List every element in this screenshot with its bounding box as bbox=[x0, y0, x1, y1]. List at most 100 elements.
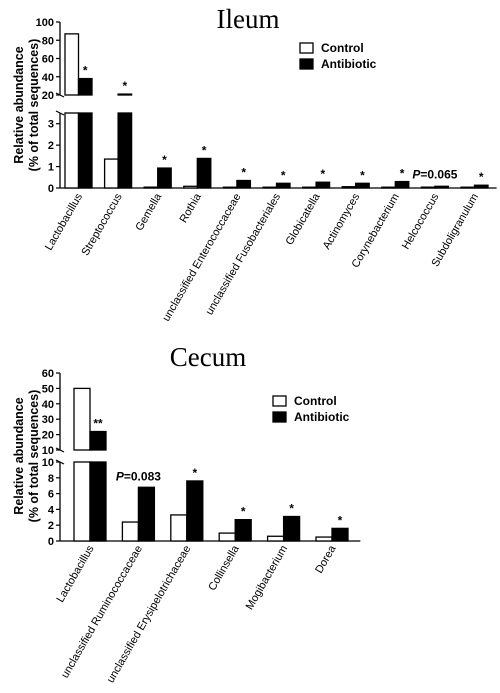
x-category-label: Lactobacillus bbox=[54, 543, 96, 605]
y-axis-label-line1: Relative abundance bbox=[12, 397, 26, 514]
y-tick-label: 60 bbox=[42, 368, 54, 380]
legend-swatch-control bbox=[299, 42, 314, 54]
bar-control bbox=[420, 186, 436, 189]
bar-control bbox=[301, 186, 317, 189]
y-tick-label: 2 bbox=[48, 140, 54, 152]
x-category-label: Streptococcus bbox=[79, 191, 124, 258]
bar-antibiotic bbox=[473, 184, 489, 189]
chart-title: Ileum bbox=[217, 4, 280, 34]
x-category-label: Helcococcus bbox=[400, 191, 442, 251]
bar-antibiotic-upper bbox=[117, 93, 133, 96]
significance-marker: * bbox=[192, 466, 197, 480]
significance-marker: * bbox=[162, 153, 167, 167]
significance-marker: * bbox=[360, 168, 365, 182]
bar-antibiotic bbox=[434, 185, 450, 189]
bar-control bbox=[222, 186, 238, 189]
cecum-chart: Cecum Relative abundance (% of total seq… bbox=[12, 342, 361, 685]
bar-control bbox=[121, 521, 140, 542]
significance-marker: * bbox=[281, 168, 286, 182]
y-axis-label-line2: (% of total sequences) bbox=[27, 390, 41, 523]
significance-marker: * bbox=[479, 170, 484, 184]
bar-control bbox=[143, 186, 159, 189]
x-category-label: Collinsella bbox=[206, 543, 242, 593]
significance-marker: * bbox=[289, 502, 294, 516]
significance-marker: * bbox=[83, 64, 88, 78]
x-category-label: unclassified Fusobacteriales bbox=[204, 191, 284, 317]
y-tick-label: 100 bbox=[36, 17, 54, 29]
bar-control-upper bbox=[73, 387, 91, 451]
significance-marker: * bbox=[241, 166, 246, 180]
significance-marker: * bbox=[202, 143, 207, 157]
y-tick-label: 50 bbox=[42, 383, 54, 395]
bar-control bbox=[315, 536, 333, 542]
chart-title: Cecum bbox=[170, 342, 246, 372]
bar-control bbox=[103, 158, 119, 189]
y-tick-label: 2 bbox=[48, 520, 54, 532]
x-category-label: Rothia bbox=[178, 191, 205, 225]
bar-control-upper bbox=[64, 33, 80, 96]
significance-marker: * bbox=[321, 167, 326, 181]
significance-marker: * bbox=[241, 505, 246, 519]
x-category-label: Globicatella bbox=[284, 191, 324, 248]
bar-antibiotic bbox=[236, 179, 252, 189]
significance-marker: * bbox=[123, 79, 128, 93]
bar-antibiotic-upper bbox=[77, 77, 93, 96]
axis-break-mark bbox=[55, 110, 65, 116]
bar-control bbox=[460, 186, 476, 189]
y-tick-label: 8 bbox=[48, 473, 54, 485]
bar-antibiotic-upper bbox=[89, 430, 107, 451]
bar-control bbox=[262, 186, 278, 189]
y-tick-label: 80 bbox=[42, 35, 54, 47]
bar-antibiotic bbox=[196, 157, 212, 189]
bar-antibiotic-lower bbox=[89, 461, 107, 542]
legend-label-control: Control bbox=[294, 394, 337, 408]
bar-antibiotic bbox=[394, 180, 410, 189]
y-tick-label: 3 bbox=[48, 119, 54, 131]
y-axis-label-line2: (% of total sequences) bbox=[27, 39, 41, 172]
bar-antibiotic bbox=[315, 181, 331, 189]
x-category-label: Actinomyces bbox=[321, 191, 363, 251]
y-tick-label: 10 bbox=[42, 445, 54, 457]
bar-antibiotic bbox=[331, 527, 349, 542]
x-category-label: Dorea bbox=[313, 543, 339, 576]
bar-control-lower bbox=[73, 461, 91, 542]
p-value-annotation: P=0.083 bbox=[116, 469, 161, 483]
ileum-chart: Ileum Relative abundance (% of total seq… bbox=[12, 4, 497, 324]
bar-antibiotic bbox=[282, 515, 301, 542]
y-tick-label: 1 bbox=[48, 162, 54, 174]
bar-control bbox=[218, 532, 236, 542]
legend-swatch-antibiotic bbox=[299, 58, 314, 70]
y-tick-label: 60 bbox=[42, 54, 54, 66]
legend-label-antibiotic: Antibiotic bbox=[321, 57, 377, 71]
legend-swatch-control bbox=[272, 395, 287, 407]
y-tick-label: 40 bbox=[42, 72, 54, 84]
legend-label-control: Control bbox=[321, 41, 364, 55]
bar-control bbox=[381, 186, 396, 189]
x-category-label: Lactobacillus bbox=[43, 191, 85, 253]
bar-antibiotic bbox=[275, 182, 291, 189]
x-category-label: unclassified Enterococcaceae bbox=[160, 192, 243, 324]
bar-control bbox=[170, 514, 188, 542]
y-tick-label: 20 bbox=[42, 90, 54, 102]
y-axis-label-line1: Relative abundance bbox=[12, 46, 26, 163]
legend-label-antibiotic: Antibiotic bbox=[294, 410, 350, 424]
x-category-label: Mogibacterium bbox=[244, 544, 290, 612]
significance-marker: * bbox=[400, 167, 405, 181]
y-tick-label: 6 bbox=[48, 489, 54, 501]
bar-antibiotic-lower bbox=[117, 112, 133, 189]
bar-antibiotic bbox=[186, 480, 204, 542]
bar-antibiotic bbox=[355, 182, 370, 189]
significance-marker: ** bbox=[93, 417, 103, 431]
bar-control bbox=[183, 185, 198, 189]
significance-marker: * bbox=[338, 513, 343, 527]
bar-control bbox=[266, 535, 285, 542]
bar-antibiotic bbox=[157, 167, 172, 189]
bar-antibiotic bbox=[234, 519, 252, 542]
y-tick-label: 0 bbox=[48, 536, 54, 548]
x-category-label: Gemella bbox=[133, 191, 164, 233]
legend-swatch-antibiotic bbox=[272, 411, 287, 423]
p-value-annotation: P=0.065 bbox=[412, 167, 457, 181]
y-tick-label: 40 bbox=[42, 399, 54, 411]
y-tick-label: 10 bbox=[42, 457, 54, 469]
